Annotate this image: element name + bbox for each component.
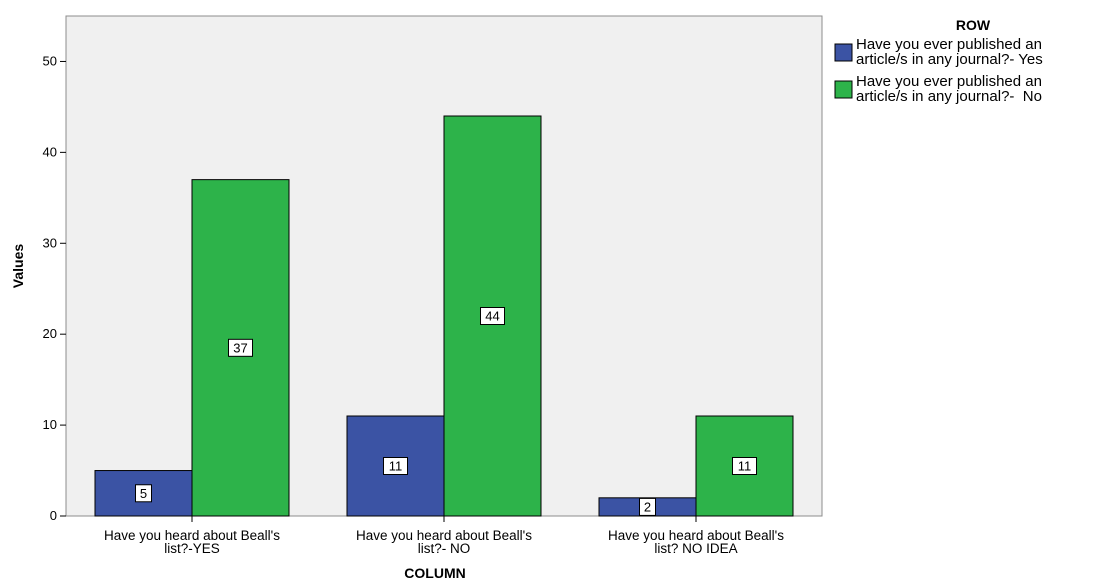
legend-label-line: Have you ever published an <box>856 73 1042 90</box>
data-label: 44 <box>485 309 499 324</box>
y-tick-label: 30 <box>43 235 57 250</box>
x-tick-label-line: Have you heard about Beall's <box>608 528 784 543</box>
y-axis-title: Values <box>10 244 26 289</box>
legend-label: Have you ever published an article/s in a… <box>856 73 1042 105</box>
y-tick-label: 20 <box>43 326 57 341</box>
data-label: 11 <box>738 459 752 474</box>
x-tick-label-line: list?- NO <box>418 541 471 556</box>
x-axis: Have you heard about Beall's list?-YESHav… <box>104 516 784 556</box>
legend-swatch <box>834 43 853 62</box>
data-label-box <box>135 484 152 503</box>
y-tick-label: 40 <box>43 144 57 159</box>
x-tick-label-line: Have you heard about Beall's <box>104 528 280 543</box>
y-axis: 0 10 20 30 40 50 <box>43 53 66 523</box>
data-label-box <box>480 307 505 325</box>
data-label-box <box>639 497 656 516</box>
legend-label-line: article/s in any journal?- No <box>856 88 1042 105</box>
data-label-box <box>228 338 253 357</box>
x-axis-title: COLUMN <box>404 565 465 581</box>
legend-title: ROW <box>956 17 991 33</box>
x-tick-label: Have you heard about Beall's list?- NO <box>356 528 532 556</box>
data-label: 5 <box>140 486 147 501</box>
legend: ROW Have you ever published an article/s … <box>834 17 1043 105</box>
y-tick-label: 10 <box>43 417 57 432</box>
y-tick-label: 50 <box>43 53 57 68</box>
legend-label-line: article/s in any journal?- Yes <box>856 51 1043 68</box>
x-tick-label-line: list?-YES <box>164 541 220 556</box>
x-tick-label-line: list? NO IDEA <box>654 541 737 556</box>
legend-label-line: Have you ever published an <box>856 36 1042 53</box>
data-label-box <box>383 457 408 475</box>
x-tick-label: Have you heard about Beall's list?-YES <box>104 528 280 556</box>
bars: 5 37 11 44 2 11 <box>94 115 794 517</box>
data-label: 37 <box>233 340 247 355</box>
data-label-box <box>732 457 757 475</box>
data-label: 2 <box>644 499 651 514</box>
legend-swatch <box>834 80 853 99</box>
x-tick-label: Have you heard about Beall's list? NO IDE… <box>608 528 784 556</box>
data-label: 11 <box>389 459 403 474</box>
legend-label: Have you ever published an article/s in a… <box>856 36 1043 68</box>
x-tick-label-line: Have you heard about Beall's <box>356 528 532 543</box>
y-tick-label: 0 <box>50 508 57 523</box>
